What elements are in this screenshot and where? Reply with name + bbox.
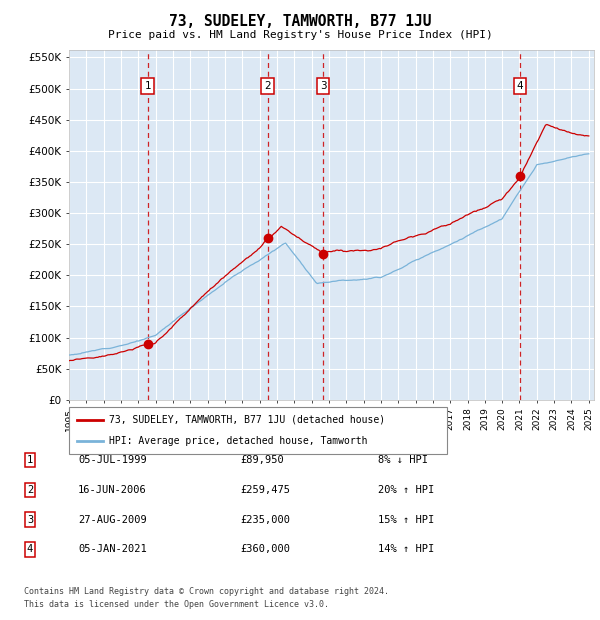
- Text: £235,000: £235,000: [240, 515, 290, 525]
- Text: 16-JUN-2006: 16-JUN-2006: [78, 485, 147, 495]
- Text: 05-JUL-1999: 05-JUL-1999: [78, 455, 147, 465]
- Text: £360,000: £360,000: [240, 544, 290, 554]
- Text: 27-AUG-2009: 27-AUG-2009: [78, 515, 147, 525]
- Text: 1: 1: [145, 81, 151, 91]
- Text: 05-JAN-2021: 05-JAN-2021: [78, 544, 147, 554]
- Text: £259,475: £259,475: [240, 485, 290, 495]
- Text: Price paid vs. HM Land Registry's House Price Index (HPI): Price paid vs. HM Land Registry's House …: [107, 30, 493, 40]
- Text: 20% ↑ HPI: 20% ↑ HPI: [378, 485, 434, 495]
- Text: Contains HM Land Registry data © Crown copyright and database right 2024.: Contains HM Land Registry data © Crown c…: [24, 587, 389, 596]
- Text: 14% ↑ HPI: 14% ↑ HPI: [378, 544, 434, 554]
- Text: £89,950: £89,950: [240, 455, 284, 465]
- Text: 15% ↑ HPI: 15% ↑ HPI: [378, 515, 434, 525]
- Text: 73, SUDELEY, TAMWORTH, B77 1JU: 73, SUDELEY, TAMWORTH, B77 1JU: [169, 14, 431, 29]
- Text: 1: 1: [27, 455, 33, 465]
- Text: 3: 3: [320, 81, 326, 91]
- Text: 4: 4: [517, 81, 523, 91]
- Text: 2: 2: [264, 81, 271, 91]
- Text: 4: 4: [27, 544, 33, 554]
- Text: This data is licensed under the Open Government Licence v3.0.: This data is licensed under the Open Gov…: [24, 600, 329, 609]
- Text: 2: 2: [27, 485, 33, 495]
- Text: 3: 3: [27, 515, 33, 525]
- Text: 73, SUDELEY, TAMWORTH, B77 1JU (detached house): 73, SUDELEY, TAMWORTH, B77 1JU (detached…: [109, 415, 385, 425]
- Text: 8% ↓ HPI: 8% ↓ HPI: [378, 455, 428, 465]
- Text: HPI: Average price, detached house, Tamworth: HPI: Average price, detached house, Tamw…: [109, 436, 367, 446]
